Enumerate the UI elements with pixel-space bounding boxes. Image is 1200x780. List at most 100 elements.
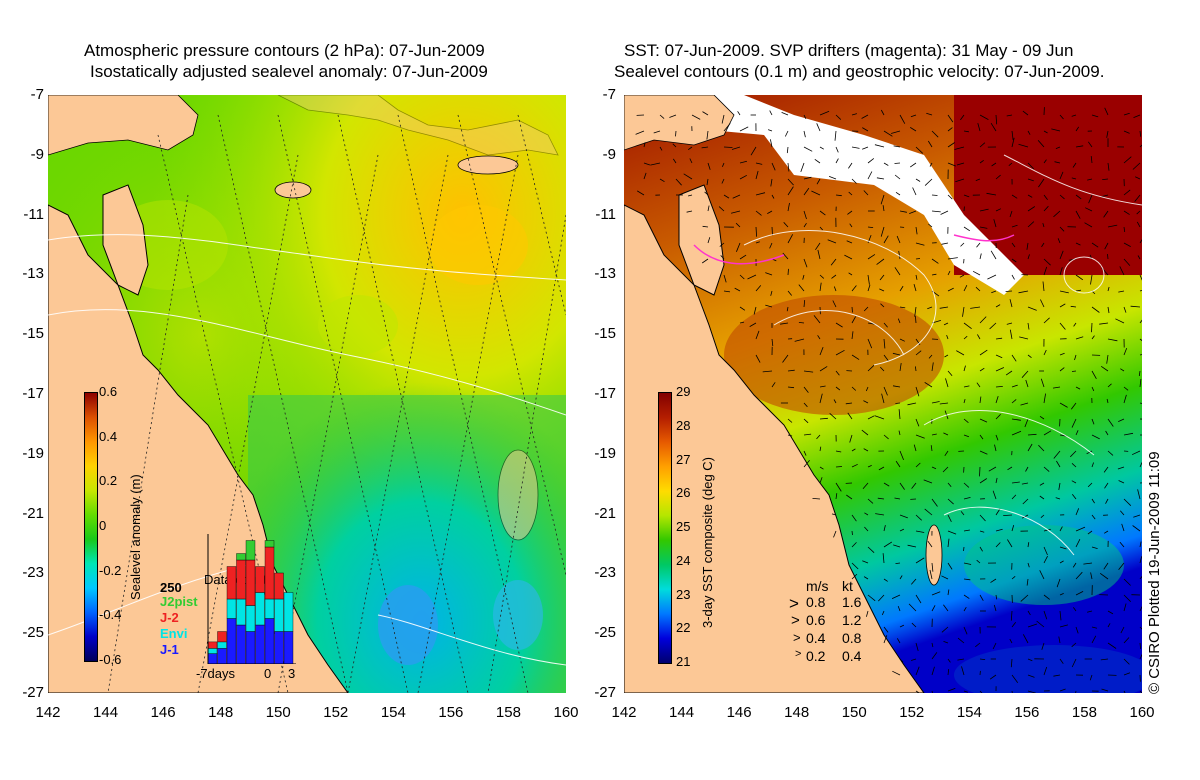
velocity-legend-ms-header: m/s xyxy=(806,578,829,594)
data-count-max: 250 xyxy=(160,580,182,595)
left-map-panel xyxy=(48,95,566,693)
velocity-legend-kt: 0.4 xyxy=(842,648,862,664)
data-count-bar-segment xyxy=(226,618,237,664)
y-tick-label: -19 xyxy=(22,444,44,462)
data-count-legend-item: J-2 xyxy=(160,610,179,625)
x-tick-label: 142 xyxy=(35,704,61,721)
data-count-x-start: -7days xyxy=(196,666,236,681)
y-tick-label: -27 xyxy=(594,684,616,701)
data-count-bar-segment xyxy=(245,540,256,561)
data-count-bar-segment xyxy=(264,540,275,548)
left-title-line1: Atmospheric pressure contours (2 hPa): 0… xyxy=(84,41,485,60)
y-tick-label: -13 xyxy=(594,265,616,283)
sst-colorbar-tick-label: 27 xyxy=(676,451,691,467)
data-count-legend-item: J-1 xyxy=(160,642,179,657)
velocity-legend-arrow: > xyxy=(795,648,802,660)
anomaly-colorbar-label: Sealevel anomaly (m) xyxy=(128,474,143,600)
data-count-bar-segment xyxy=(207,641,218,649)
data-count-bar-segment xyxy=(207,653,218,664)
velocity-legend-kt: 0.8 xyxy=(842,630,862,646)
x-tick-label: 154 xyxy=(380,704,406,721)
right-map-panel xyxy=(624,95,1142,693)
x-tick-label: 148 xyxy=(784,704,810,721)
left-title-line2: Isostatically adjusted sealevel anomaly:… xyxy=(90,62,488,81)
y-tick-label: -17 xyxy=(594,385,616,402)
data-count-bar-segment xyxy=(283,592,294,632)
y-tick-label: -21 xyxy=(594,504,616,522)
x-tick-label: 148 xyxy=(208,704,234,721)
data-count-bar-segment xyxy=(245,559,256,606)
data-count-legend-item: Envi xyxy=(160,626,188,641)
data-count-bar-segment xyxy=(274,598,284,632)
data-count-bar-segment xyxy=(274,572,284,600)
x-tick-label: 146 xyxy=(150,704,176,721)
x-tick-label: 160 xyxy=(553,704,579,721)
data-count-bar-segment xyxy=(236,624,246,664)
data-count-bar-segment xyxy=(264,598,275,619)
data-count-bar-segment xyxy=(264,546,275,600)
data-count-bar-segment xyxy=(283,631,294,664)
velocity-legend-arrow: > xyxy=(789,594,799,613)
velocity-legend-arrow: > xyxy=(791,612,800,629)
right-title-line2: Sealevel contours (0.1 m) and geostrophi… xyxy=(614,62,1105,81)
sst-map xyxy=(624,95,1142,693)
x-tick-label: 154 xyxy=(956,704,982,721)
velocity-legend-ms: 0.6 xyxy=(806,612,826,628)
sst-colorbar-tick-label: 21 xyxy=(676,654,691,669)
data-count-bar-segment xyxy=(264,618,275,664)
y-tick-label: -19 xyxy=(594,444,616,462)
credit-text: © CSIRO Plotted 19-Jun-2009 11:09 xyxy=(1146,451,1163,694)
x-tick-label: 146 xyxy=(726,704,752,721)
velocity-legend-ms: 0.2 xyxy=(806,648,826,664)
velocity-legend: m/s kt >0.8 1.6 >0.6 1.2 >0.4 0.8 >0.2 0.4 xyxy=(780,578,900,668)
data-count-bar-segment xyxy=(217,631,227,643)
data-count-bar-segment xyxy=(255,566,265,593)
sst-colorbar-tick-label: 23 xyxy=(676,586,691,602)
y-tick-label: -9 xyxy=(602,145,616,163)
anomaly-colorbar xyxy=(84,392,98,662)
x-tick-label: 152 xyxy=(323,704,349,721)
anomaly-colorbar-tick-label: 0.6 xyxy=(99,384,118,399)
y-tick-label: -27 xyxy=(22,684,44,701)
x-tick-label: 158 xyxy=(1071,704,1097,721)
sst-colorbar-tick-label: 26 xyxy=(676,485,691,501)
data-count-x-zero: 0 xyxy=(264,666,272,681)
data-count-bar-segment xyxy=(217,648,227,664)
y-tick-label: -7 xyxy=(30,86,44,103)
data-count-bar-segment xyxy=(236,559,246,600)
sst-colorbar xyxy=(658,392,672,664)
velocity-legend-arrow: > xyxy=(793,630,801,645)
anomaly-colorbar-tick-label: 0.2 xyxy=(99,473,118,489)
data-count-bar-segment xyxy=(255,624,265,664)
y-tick-label: -25 xyxy=(594,624,616,642)
y-tick-label: -15 xyxy=(594,325,616,343)
sealevel-anomaly-map xyxy=(48,95,566,693)
x-tick-label: 152 xyxy=(899,704,925,721)
x-tick-label: 156 xyxy=(1014,704,1040,721)
data-count-bar-segment xyxy=(245,605,256,632)
y-tick-label: -11 xyxy=(23,205,44,223)
y-tick-label: -17 xyxy=(22,385,44,402)
data-count-bar-segment xyxy=(207,648,218,654)
velocity-legend-kt: 1.2 xyxy=(842,612,862,628)
anomaly-colorbar-tick-label: -0.6 xyxy=(99,652,122,667)
y-tick-label: -15 xyxy=(22,325,44,343)
x-tick-label: 150 xyxy=(841,704,867,721)
sst-colorbar-label: 3-day SST composite (deg C) xyxy=(700,457,715,628)
data-count-bar-segment xyxy=(226,598,237,619)
anomaly-colorbar-tick-label: 0.4 xyxy=(99,428,118,444)
y-tick-label: -13 xyxy=(22,265,44,283)
y-tick-label: -23 xyxy=(22,564,44,582)
y-tick-label: -9 xyxy=(30,145,44,163)
velocity-arrows xyxy=(635,107,1142,693)
data-count-bar-segment xyxy=(245,631,256,664)
velocity-legend-kt-header: kt xyxy=(842,578,853,594)
data-count-bars xyxy=(207,534,296,664)
sst-colorbar-tick-label: 28 xyxy=(676,417,691,433)
x-tick-label: 160 xyxy=(1129,704,1155,721)
velocity-legend-ms: 0.8 xyxy=(806,594,826,610)
data-count-bar-segment xyxy=(236,553,246,561)
data-count-bar-segment xyxy=(255,592,265,626)
data-count-bar-segment xyxy=(226,566,237,600)
